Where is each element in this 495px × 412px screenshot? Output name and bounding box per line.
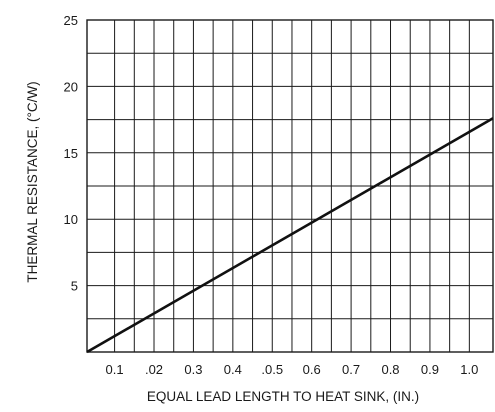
x-tick-label: 0.9 [421,362,439,377]
x-tick-label: 0.1 [106,362,124,377]
y-tick-label: 5 [71,279,78,294]
x-tick-label: .02 [145,362,163,377]
x-tick-label: 0.4 [224,362,242,377]
x-axis-title: EQUAL LEAD LENGTH TO HEAT SINK, (IN.) [147,389,419,404]
x-tick-label: .0.5 [261,362,283,377]
x-tick-label: 0.7 [342,362,360,377]
y-axis-title: THERMAL RESISTANCE, (°C/W) [25,81,40,282]
y-tick-label: 10 [64,212,78,227]
y-tick-label: 15 [64,146,78,161]
y-tick-labels: 5 10 15 20 25 [64,13,78,294]
x-tick-label: 1.0 [460,362,478,377]
plot-frame [86,19,494,353]
y-tick-label: 20 [64,79,78,94]
x-tick-labels: 0.1 .02 0.3 0.4 .0.5 0.6 0.7 0.8 0.9 1.0 [106,362,479,377]
series-line [86,117,494,354]
x-tick-label: 0.3 [184,362,202,377]
series-layer [86,117,494,354]
grid [86,19,494,353]
x-tick-label: 0.6 [303,362,321,377]
y-tick-label: 25 [64,13,78,28]
x-tick-label: 0.8 [381,362,399,377]
